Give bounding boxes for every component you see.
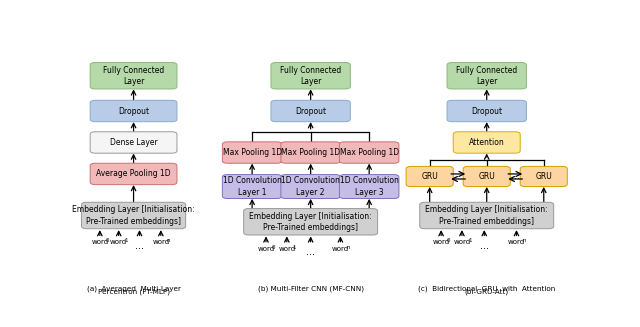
- Text: ...: ...: [511, 171, 520, 181]
- Text: word: word: [453, 239, 470, 245]
- Text: word: word: [257, 246, 275, 251]
- Text: 1: 1: [468, 238, 472, 243]
- Text: (a)  Averaged  Multi-Layer: (a) Averaged Multi-Layer: [86, 285, 180, 292]
- Text: 0: 0: [272, 245, 275, 250]
- FancyBboxPatch shape: [222, 142, 282, 163]
- FancyBboxPatch shape: [447, 62, 527, 89]
- Text: Percentron (FT-MLP): Percentron (FT-MLP): [97, 288, 170, 295]
- Text: GRU: GRU: [478, 172, 495, 181]
- FancyBboxPatch shape: [90, 163, 177, 185]
- Text: Fully Connected
Layer: Fully Connected Layer: [103, 66, 164, 86]
- Text: Embedding Layer [Initialisation:
Pre-Trained embeddings]: Embedding Layer [Initialisation: Pre-Tra…: [250, 212, 372, 232]
- Text: n: n: [522, 238, 526, 243]
- Text: (c)  Bidirectional  GRU  with  Attention: (c) Bidirectional GRU with Attention: [418, 285, 556, 292]
- Text: Attention: Attention: [469, 138, 504, 147]
- FancyBboxPatch shape: [90, 132, 177, 153]
- FancyBboxPatch shape: [281, 142, 340, 163]
- FancyBboxPatch shape: [339, 142, 399, 163]
- FancyBboxPatch shape: [406, 166, 453, 186]
- FancyBboxPatch shape: [90, 100, 177, 122]
- Text: word: word: [433, 239, 450, 245]
- Text: Dropout: Dropout: [471, 107, 502, 115]
- Text: (b) Multi-Filter CNN (MF-CNN): (b) Multi-Filter CNN (MF-CNN): [258, 285, 364, 292]
- Text: ...: ...: [480, 241, 489, 250]
- FancyBboxPatch shape: [244, 209, 378, 235]
- Text: GRU: GRU: [536, 172, 552, 181]
- Text: Embedding Layer [Initialisation:
Pre-Trained embeddings]: Embedding Layer [Initialisation: Pre-Tra…: [72, 205, 195, 226]
- Text: 0: 0: [106, 238, 109, 243]
- Text: 1D Convolution
Layer 3: 1D Convolution Layer 3: [340, 177, 399, 197]
- Text: n: n: [346, 245, 350, 250]
- Text: Max Pooling 1D: Max Pooling 1D: [223, 148, 282, 157]
- Text: ...: ...: [306, 247, 315, 257]
- FancyBboxPatch shape: [81, 202, 186, 229]
- Text: word: word: [92, 239, 108, 245]
- Text: Dropout: Dropout: [295, 107, 326, 115]
- Text: Embedding Layer [Initialisation:
Pre-Trained embeddings]: Embedding Layer [Initialisation: Pre-Tra…: [426, 205, 548, 226]
- Text: 1D Convolution
Layer 2: 1D Convolution Layer 2: [281, 177, 340, 197]
- FancyBboxPatch shape: [271, 100, 350, 122]
- FancyBboxPatch shape: [463, 166, 510, 186]
- FancyBboxPatch shape: [281, 175, 340, 198]
- FancyBboxPatch shape: [447, 100, 527, 122]
- Text: word: word: [508, 239, 525, 245]
- Text: 1: 1: [125, 238, 128, 243]
- Text: 1: 1: [292, 245, 296, 250]
- Text: Dense Layer: Dense Layer: [109, 138, 157, 147]
- Text: Max Pooling 1D: Max Pooling 1D: [281, 148, 340, 157]
- FancyBboxPatch shape: [222, 175, 282, 198]
- FancyBboxPatch shape: [90, 62, 177, 89]
- Text: (bi-GRU-Att): (bi-GRU-Att): [465, 288, 509, 295]
- Text: Fully Connected
Layer: Fully Connected Layer: [456, 66, 517, 86]
- Text: GRU: GRU: [421, 172, 438, 181]
- FancyBboxPatch shape: [420, 202, 554, 229]
- Text: 0: 0: [447, 238, 451, 243]
- Text: Fully Connected
Layer: Fully Connected Layer: [280, 66, 341, 86]
- Text: Max Pooling 1D: Max Pooling 1D: [340, 148, 399, 157]
- FancyBboxPatch shape: [271, 62, 350, 89]
- FancyBboxPatch shape: [339, 175, 399, 198]
- Text: ...: ...: [135, 241, 144, 250]
- Text: Dropout: Dropout: [118, 107, 149, 115]
- Text: word: word: [152, 239, 170, 245]
- Text: word: word: [278, 246, 296, 251]
- Text: word: word: [332, 246, 349, 251]
- FancyBboxPatch shape: [453, 132, 520, 153]
- FancyBboxPatch shape: [520, 166, 567, 186]
- Text: word: word: [110, 239, 127, 245]
- Text: n: n: [167, 238, 170, 243]
- Text: Average Pooling 1D: Average Pooling 1D: [96, 169, 171, 179]
- Text: 1D Convolution
Layer 1: 1D Convolution Layer 1: [223, 177, 282, 197]
